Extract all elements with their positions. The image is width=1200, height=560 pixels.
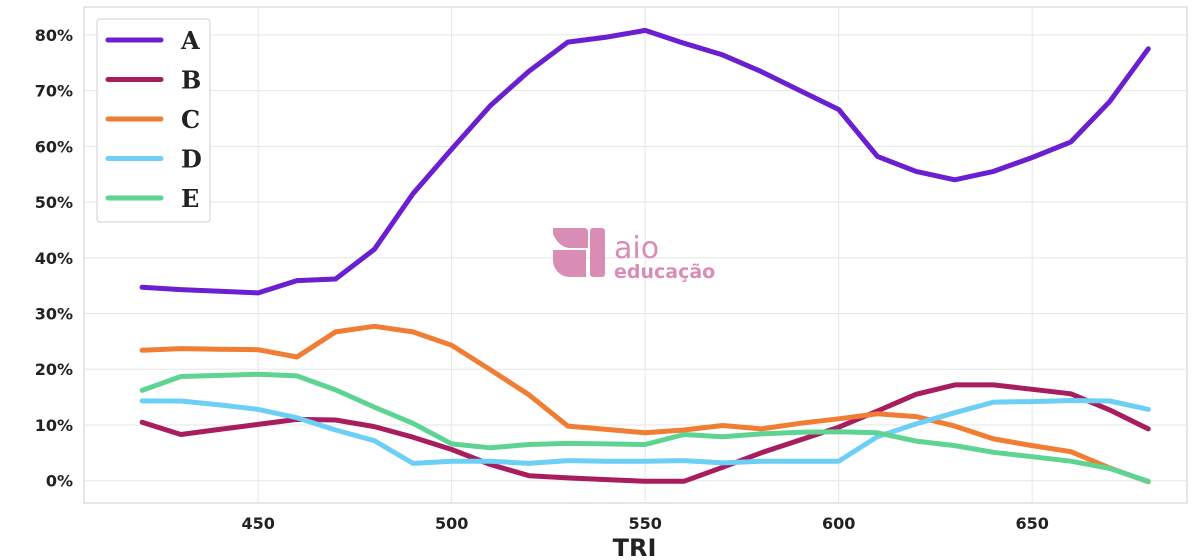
watermark: aio educação bbox=[553, 227, 715, 283]
series-line-d bbox=[139, 398, 1151, 466]
legend-label-d: D bbox=[181, 145, 202, 174]
y-tick-label: 50% bbox=[35, 193, 73, 212]
x-tick-label: 550 bbox=[628, 514, 661, 533]
y-tick-label: 30% bbox=[35, 305, 73, 324]
watermark-brand: aio bbox=[614, 231, 659, 266]
x-axis-title: TRI bbox=[613, 534, 657, 560]
y-tick-label: 40% bbox=[35, 249, 73, 268]
y-axis-ticks: 0% 10% 20% 30% 40% 50% 60% 70% 80% bbox=[35, 26, 73, 491]
y-tick-label: 10% bbox=[35, 416, 73, 435]
series-line-c bbox=[139, 323, 1151, 485]
x-tick-label: 500 bbox=[435, 514, 468, 533]
y-tick-label: 70% bbox=[35, 82, 73, 101]
x-tick-label: 650 bbox=[1015, 514, 1048, 533]
x-tick-label: 600 bbox=[822, 514, 855, 533]
watermark-logo-mark bbox=[553, 227, 589, 248]
legend-label-a: A bbox=[180, 26, 200, 55]
y-tick-label: 60% bbox=[35, 137, 73, 156]
y-tick-label: 80% bbox=[35, 26, 73, 45]
x-axis-ticks: 450 500 550 600 650 bbox=[241, 514, 1048, 533]
series-lines bbox=[139, 27, 1151, 485]
grid-lines bbox=[84, 7, 1187, 503]
legend-label-b: B bbox=[181, 66, 201, 95]
watermark-logo-mark-lower bbox=[553, 250, 586, 277]
watermark-subtitle: educação bbox=[614, 261, 715, 283]
watermark-logo-bar bbox=[590, 228, 605, 277]
y-tick-label: 0% bbox=[46, 472, 73, 491]
x-tick-label: 450 bbox=[241, 514, 274, 533]
series-line-e bbox=[139, 371, 1151, 484]
plot-area bbox=[83, 6, 1188, 504]
series-line-a bbox=[139, 27, 1151, 296]
legend-label-c: C bbox=[181, 105, 200, 134]
legend-label-e: E bbox=[181, 184, 199, 213]
y-tick-label: 20% bbox=[35, 360, 73, 379]
